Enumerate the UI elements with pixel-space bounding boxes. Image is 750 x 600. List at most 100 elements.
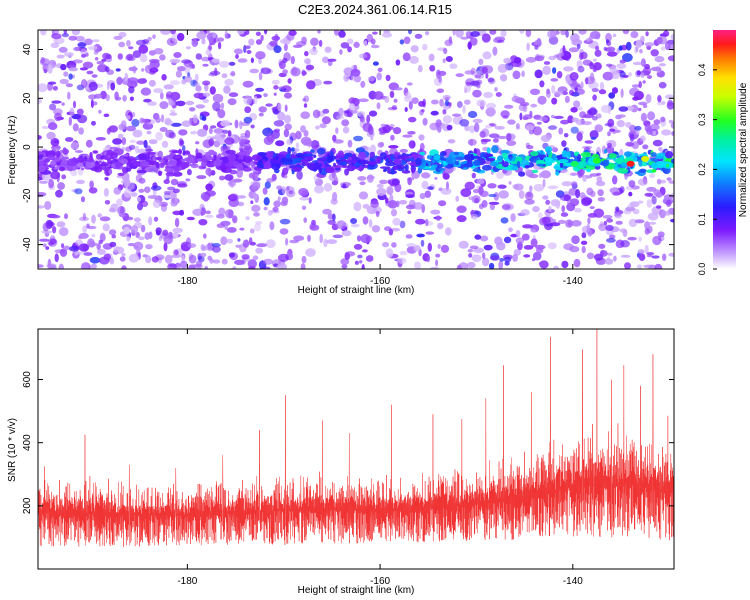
spectrogram-blob: [657, 95, 662, 103]
spectrogram-blob: [281, 186, 286, 195]
spectrogram-blob: [133, 217, 141, 222]
spectrogram-band-blob: [407, 162, 415, 165]
spectrogram-blob: [442, 94, 451, 101]
spectrogram-blob: [124, 72, 128, 82]
spectrogram-blob: [489, 203, 495, 210]
spectrogram-blob: [82, 225, 87, 234]
spectrogram-blob: [46, 131, 56, 140]
spectrogram-blob: [55, 189, 63, 198]
spectrogram-band-blob: [327, 155, 337, 161]
spectrogram-blob: [532, 251, 542, 261]
spectrogram-band-blob: [220, 165, 227, 172]
spectrogram-blob: [125, 125, 136, 132]
spectrogram-blob: [126, 216, 134, 221]
spectrogram-blob: [607, 118, 615, 128]
spectrogram-band-blob: [455, 156, 465, 161]
spectrogram-blob: [517, 241, 523, 251]
spectrogram-blob: [241, 254, 250, 260]
spectrogram-band-blob: [405, 158, 415, 162]
spectrogram-blob: [354, 260, 359, 265]
spectrogram-blob: [431, 99, 439, 105]
spectrogram-panel: -180 -160 -140 40 20 0 -20 -40 Frequency (Hz) H…: [7, 29, 675, 296]
spectrogram-blob: [503, 236, 512, 244]
spectrogram-blob: [588, 35, 593, 42]
spectrogram-blob: [411, 97, 419, 104]
spectrogram-blob: [169, 58, 181, 64]
spectrogram-blob: [421, 180, 429, 190]
spectrogram-blob: [474, 197, 480, 204]
spectrogram-blob: [561, 140, 567, 148]
spectrogram-blob: [587, 217, 591, 225]
spectrogram-band-blob: [38, 154, 44, 158]
snr-ytick-label: 600: [22, 371, 33, 388]
spectrogram-blob: [437, 244, 441, 249]
spectrogram-blob: [163, 179, 170, 185]
spectrogram-blob: [562, 91, 568, 96]
spectrogram-band-blob: [431, 164, 436, 170]
spectrogram-band-blob: [650, 152, 657, 157]
spectrogram-blob: [372, 61, 379, 66]
spectrogram-blob: [611, 87, 619, 94]
spectrogram-blob: [227, 130, 232, 137]
spectrogram-blob: [456, 101, 463, 108]
spectrogram-blob: [38, 176, 42, 181]
spectrogram-blob: [255, 247, 264, 254]
spectrogram-blob: [482, 252, 486, 260]
spectrogram-blob: [144, 119, 149, 124]
spectrogram-blob: [99, 232, 106, 242]
spectrogram-blob: [524, 198, 535, 205]
spectrogram-band-blob: [426, 154, 433, 160]
spectrogram-blob: [390, 209, 398, 217]
spectrogram-blob: [38, 135, 42, 140]
spectrogram-blob: [474, 122, 480, 133]
spectrogram-blob: [295, 130, 302, 140]
spectrogram-blob: [158, 201, 168, 207]
spectrogram-band-blob: [558, 159, 569, 164]
spectrogram-band-blob: [211, 158, 215, 163]
spectrogram-blob: [442, 173, 450, 180]
spectrogram-blob: [644, 228, 650, 235]
spectrogram-blob: [418, 100, 426, 107]
spectrogram-blob: [335, 127, 339, 134]
spectrogram-blob: [569, 72, 579, 81]
spectrogram-band-blob: [617, 164, 622, 168]
spectrogram-blob: [616, 120, 625, 128]
spectrogram-band-blob: [602, 159, 609, 167]
spectrogram-blob: [138, 40, 143, 45]
spectrogram-blob: [323, 238, 328, 248]
spectrogram-blob: [243, 116, 253, 124]
spectrogram-blob: [77, 41, 87, 49]
spectrogram-blob: [132, 129, 143, 138]
spectrogram-blob: [248, 265, 256, 269]
spectrogram-blob: [134, 145, 140, 154]
spectrogram-blob: [524, 191, 534, 201]
spectrogram-blob: [420, 239, 425, 247]
spectrogram-blob: [208, 127, 213, 135]
spectrogram-blob: [547, 30, 557, 39]
spectrogram-blob: [644, 42, 655, 47]
spectrogram-blob: [665, 199, 672, 207]
spectrogram-blob: [128, 86, 135, 94]
spectrogram-blob: [609, 234, 616, 240]
spectrogram-hotspot: [570, 160, 579, 167]
spectrogram-blob: [575, 188, 581, 199]
spectrogram-blob: [206, 136, 212, 140]
spectrogram-band-blob: [195, 152, 203, 160]
spectrogram-blob: [502, 168, 512, 176]
spectrogram-blob: [232, 215, 238, 224]
colorbar-tick-label: 0.4: [697, 64, 707, 77]
spectrogram-blob: [540, 170, 551, 179]
spectrogram-blob: [280, 38, 288, 44]
snr-series-line: [38, 329, 674, 547]
spectrogram-blob: [126, 115, 131, 120]
spectrogram-blob: [245, 216, 250, 221]
spectrogram-blob: [146, 130, 152, 135]
spectrogram-blob: [177, 32, 185, 42]
spectrogram-blob: [476, 99, 487, 107]
spectrogram-blob: [523, 254, 531, 258]
spectrogram-ytick-label: 20: [22, 92, 33, 104]
spectrogram-blob: [375, 210, 380, 217]
spectrogram-blob: [654, 55, 665, 63]
spectrogram-band-blob: [620, 162, 628, 168]
spectrogram-blob: [70, 169, 78, 177]
